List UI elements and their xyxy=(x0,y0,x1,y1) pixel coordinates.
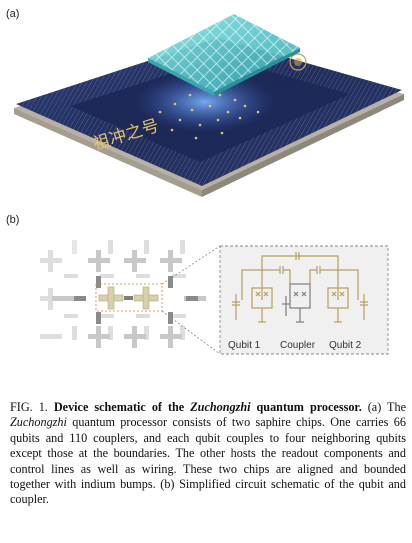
figure-caption: FIG. 1. Device schematic of the Zuchongz… xyxy=(10,400,406,508)
panel-a-label: (a) xyxy=(6,8,20,20)
qubit1-label: Qubit 1 xyxy=(228,340,261,351)
caption-body: (a) The Zuchongzhi quantum processor con… xyxy=(10,400,407,507)
caption-title: Device schematic of the Zuchongzhi quant… xyxy=(53,400,362,414)
processor-rendering: 祖冲之号 xyxy=(14,14,404,197)
panel-b-label: (b) xyxy=(6,214,20,226)
circuit-figure: Qubit 1 Coupler Qubit 2 xyxy=(40,240,389,355)
coupler-label: Coupler xyxy=(280,340,316,351)
circuit-gold xyxy=(232,252,368,323)
qubit-lattice xyxy=(40,240,206,348)
figure-number: FIG. 1. xyxy=(10,400,48,414)
circuit-box xyxy=(219,245,389,355)
qubit2-label: Qubit 2 xyxy=(329,340,362,351)
highlight-box xyxy=(95,283,163,312)
highlighted-coupler xyxy=(124,296,133,300)
circuit-coupler xyxy=(282,283,311,323)
logo-seal xyxy=(289,53,307,71)
highlighted-qubits xyxy=(98,286,159,310)
